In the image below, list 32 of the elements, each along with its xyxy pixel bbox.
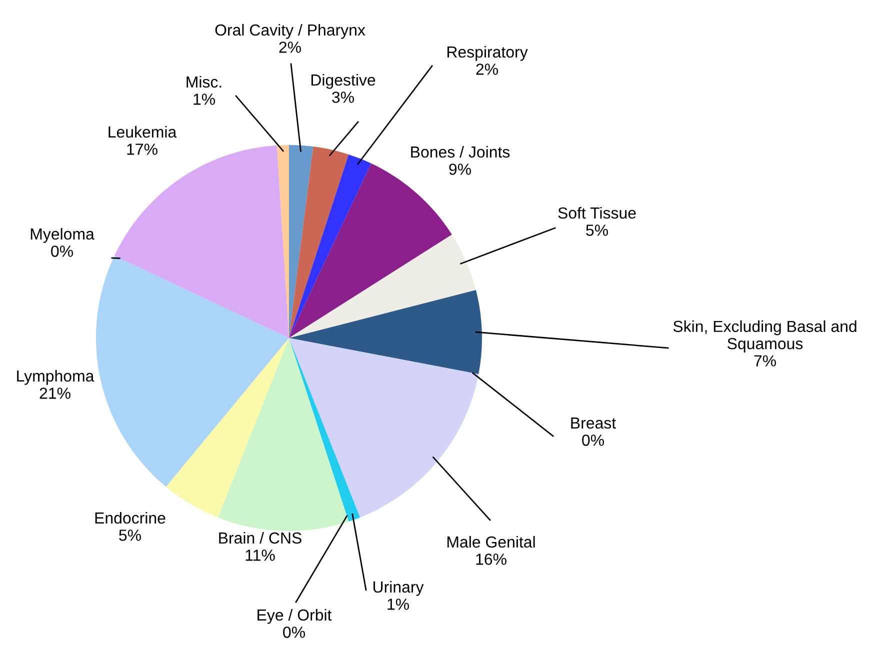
slice-label: Endocrine	[95, 512, 166, 524]
data-label: 21%	[40, 388, 70, 399]
slice-label: Oral Cavity / Pharynx	[215, 24, 366, 39]
data-label: 17%	[127, 144, 158, 155]
slice-label: Bones / Joints	[411, 146, 510, 158]
slice-label: Digestive	[311, 74, 376, 89]
slice-label: Soft Tissue	[558, 206, 636, 219]
slice-label: Male Genital	[447, 536, 535, 548]
text: 0%	[582, 434, 604, 446]
data-label: 3%	[332, 92, 354, 103]
category-label: Eye / Orbit	[258, 608, 332, 624]
slice-label: Respiratory	[447, 46, 528, 61]
data-label: 5%	[119, 530, 141, 541]
text: 0%	[283, 626, 305, 638]
slice-label: Brain / CNS	[219, 532, 302, 544]
slice-label: Lymphoma	[17, 370, 94, 385]
slice-label: Leukemia	[108, 126, 177, 138]
slice-label: Skin, Excluding Basal and Squamous	[673, 320, 856, 352]
text: 0%	[51, 246, 73, 257]
category-label: Breast	[571, 418, 616, 429]
category-label: Myeloma	[30, 228, 94, 243]
data-label: 9%	[449, 164, 471, 175]
data-label: 7%	[754, 355, 776, 366]
data-label: 1%	[194, 94, 215, 105]
data-label: 5%	[586, 224, 608, 236]
slice-label: Urinary	[374, 580, 424, 596]
slice-label: Misc.	[186, 76, 222, 88]
data-label: 16%	[476, 554, 506, 565]
data-label: 2%	[476, 64, 498, 75]
data-label: 2%	[279, 42, 301, 53]
data-label: 11%	[246, 550, 275, 561]
data-label: 1%	[388, 598, 409, 610]
